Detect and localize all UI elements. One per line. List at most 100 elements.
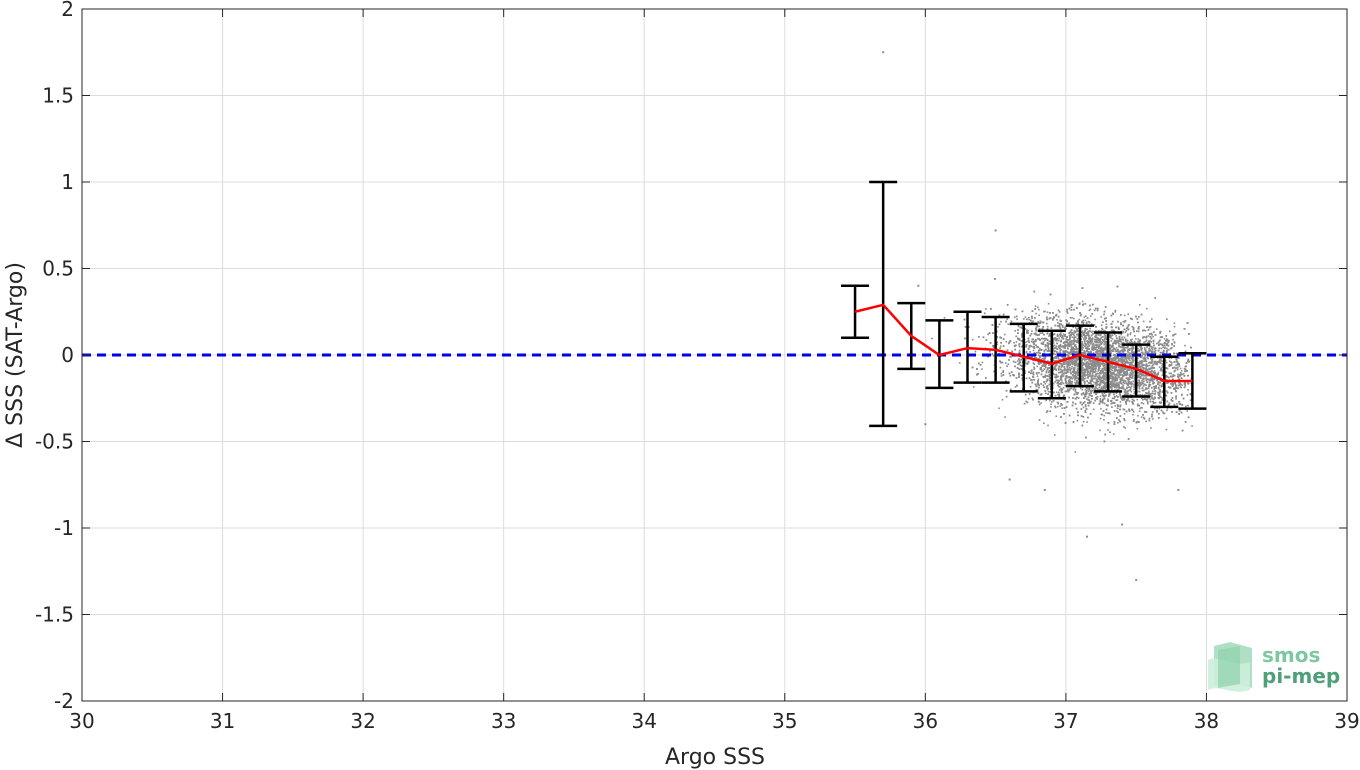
scatter-point [1065,337,1067,340]
scatter-point [1136,427,1139,430]
scatter-point [1006,318,1008,321]
scatter-point [1023,318,1025,320]
scatter-point [1085,336,1087,338]
scatter-point [1056,405,1059,408]
scatter-point [1088,339,1091,341]
scatter-point [1187,389,1189,391]
scatter-point [1069,317,1072,319]
scatter-point [1161,397,1164,399]
scatter-point [1086,358,1089,361]
scatter-point [1074,451,1077,453]
scatter-point [1148,384,1150,386]
scatter-point [1124,339,1127,342]
scatter-point [1018,337,1020,340]
scatter-point [1146,378,1148,380]
scatter-point [1146,356,1148,359]
scatter-point [1151,395,1154,397]
scatter-point [1120,343,1122,346]
scatter-point [1110,335,1113,337]
scatter-point [1151,366,1154,369]
scatter-point [1117,422,1119,424]
scatter-point [1178,365,1181,367]
scatter-point [1168,360,1171,363]
scatter-point [1033,332,1036,335]
scatter-point [1095,344,1097,346]
scatter-point [1091,348,1094,351]
scatter-point [1082,322,1085,325]
scatter-point [1143,329,1145,331]
scatter-point [1071,365,1073,368]
scatter-point [1107,398,1109,400]
scatter-point [1081,386,1084,389]
scatter-point [1091,374,1093,377]
scatter-point [1117,351,1120,353]
scatter-point [1059,335,1062,337]
scatter-point [1105,327,1107,330]
scatter-point [1094,370,1097,372]
scatter-point [1050,403,1052,405]
scatter-point [1123,370,1126,373]
scatter-point [1038,325,1040,328]
scatter-point [1004,416,1006,418]
scatter-point [1151,411,1154,413]
scatter-point [1062,333,1065,335]
scatter-point [1132,375,1134,378]
scatter-point [1110,337,1112,339]
scatter-point [1104,402,1106,405]
scatter-point [1079,402,1082,404]
scatter-point [1121,336,1123,339]
scatter-point [1019,326,1021,329]
scatter-point [1185,370,1187,372]
scatter-point [1018,344,1020,346]
scatter-point [1140,416,1143,418]
scatter-point [1004,362,1007,364]
scatter-point [1102,387,1104,390]
scatter-point [1147,374,1150,377]
scatter-point [1100,372,1103,374]
scatter-point [1095,341,1097,344]
scatter-point [1037,362,1040,365]
scatter-point [1018,360,1021,362]
scatter-point [985,308,987,310]
scatter-point [1090,400,1092,403]
scatter-point [1016,318,1018,320]
scatter-point [1093,377,1095,380]
scatter-point [1142,320,1145,323]
scatter-point [1105,323,1108,326]
scatter-point [1153,407,1156,410]
scatter-point [1109,371,1112,373]
scatter-point [1070,345,1073,348]
scatter-point [1115,347,1118,349]
scatter-point [1143,367,1146,370]
scatter-point [1070,387,1073,390]
scatter-point [1146,401,1149,403]
scatter-point [1151,347,1153,350]
scatter-point [1175,364,1177,366]
scatter-point [1091,376,1093,378]
scatter-point [1178,401,1181,403]
scatter-point [1082,420,1085,423]
scatter-point [1083,336,1086,339]
scatter-point [1123,360,1126,363]
scatter-point [1060,358,1062,361]
scatter-point [1148,391,1150,394]
scatter-point [1090,315,1092,317]
scatter-point [1070,343,1073,346]
scatter-point [1089,372,1091,375]
scatter-point [1137,381,1140,384]
scatter-point [1057,324,1059,327]
scatter-point [1053,338,1055,341]
scatter-point [1068,339,1071,341]
scatter-point [1052,359,1055,362]
scatter-point [1109,358,1111,361]
scatter-point [1141,381,1143,384]
scatter-point [1089,371,1091,374]
scatter-point [1066,363,1068,365]
scatter-point [1044,392,1047,395]
scatter-point [1115,395,1118,397]
scatter-point [1145,384,1147,387]
scatter-point [1031,397,1034,400]
scatter-point [1130,390,1132,393]
scatter-point [1062,395,1065,398]
scatter-point [1054,405,1056,408]
